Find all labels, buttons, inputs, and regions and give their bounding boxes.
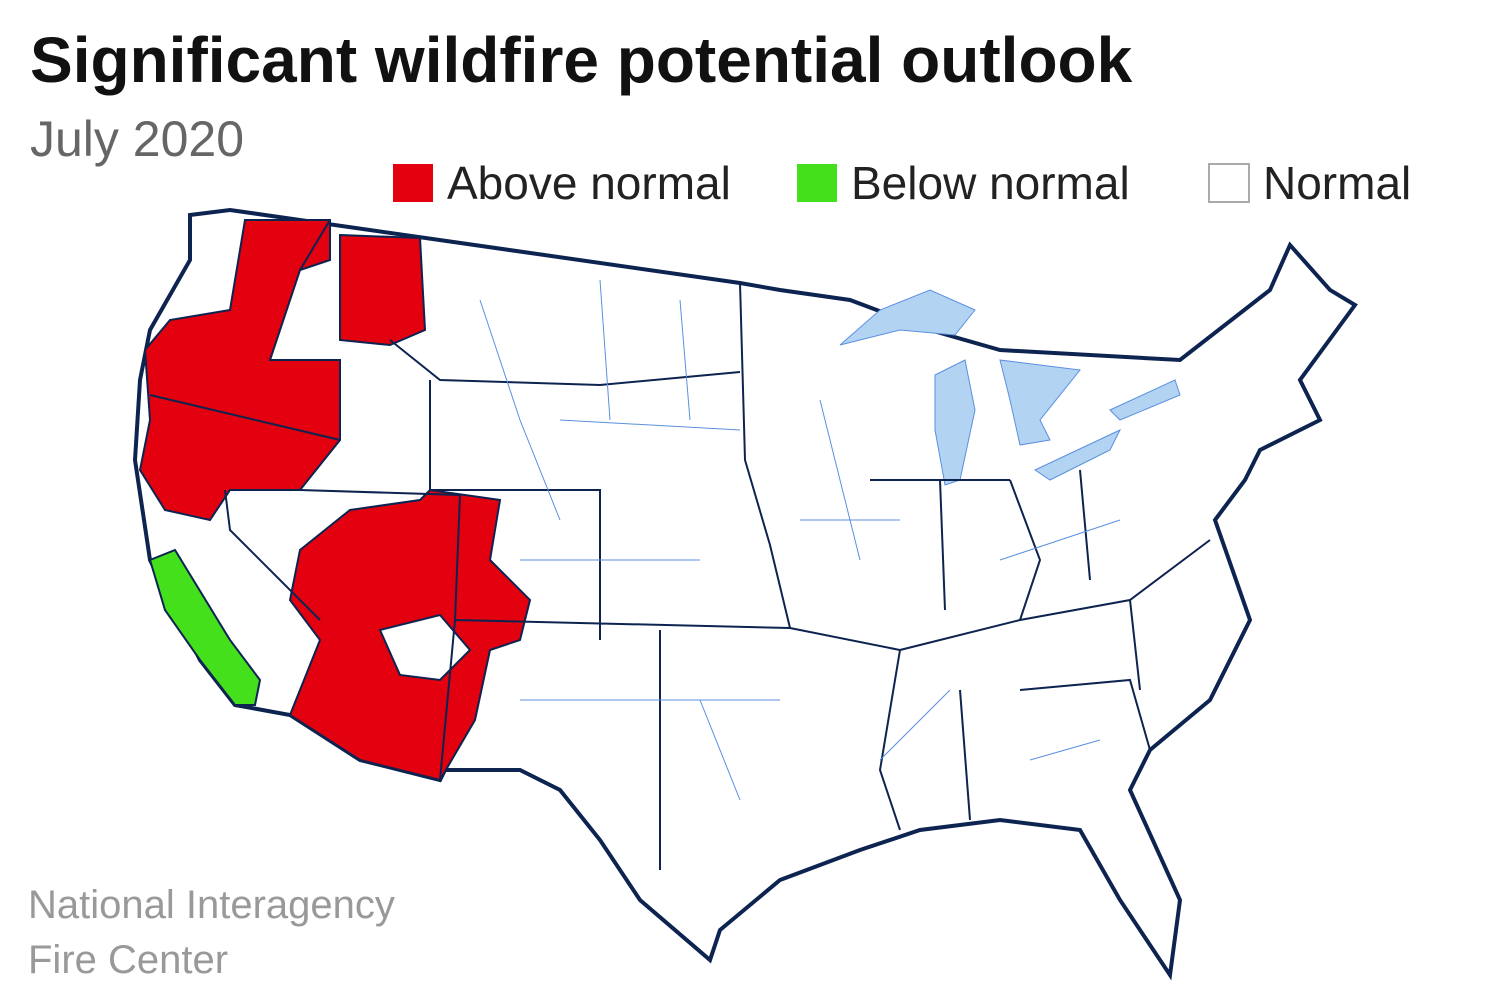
county-lines — [479, 279, 1121, 801]
title: Significant wildfire potential outlook — [30, 24, 1133, 96]
lake-ontario — [1109, 379, 1181, 421]
legend-label: Normal — [1263, 157, 1411, 209]
above-normal-northwest — [138, 219, 341, 522]
legend-swatch — [797, 164, 837, 202]
legend-label: Above normal — [447, 157, 731, 209]
above-normal-northern-rockies — [339, 233, 427, 347]
legend-swatch — [1208, 163, 1250, 203]
legend-swatch — [393, 164, 433, 202]
source-line: National Interagency — [28, 883, 395, 927]
lake-huron — [999, 359, 1081, 446]
legend-label: Below normal — [851, 157, 1130, 209]
below-normal-california — [148, 548, 262, 706]
source-line: Fire Center — [28, 938, 228, 982]
state-borders — [149, 219, 1211, 870]
subtitle: July 2020 — [30, 111, 244, 167]
above-normal-southwest — [288, 488, 532, 782]
lake-superior — [839, 289, 976, 346]
legend: Above normal Below normal Normal — [393, 157, 1411, 209]
lake-erie — [1033, 428, 1122, 481]
map — [132, 207, 1358, 981]
